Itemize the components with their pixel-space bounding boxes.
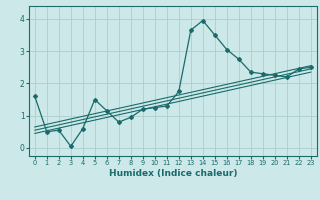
X-axis label: Humidex (Indice chaleur): Humidex (Indice chaleur) [108,169,237,178]
